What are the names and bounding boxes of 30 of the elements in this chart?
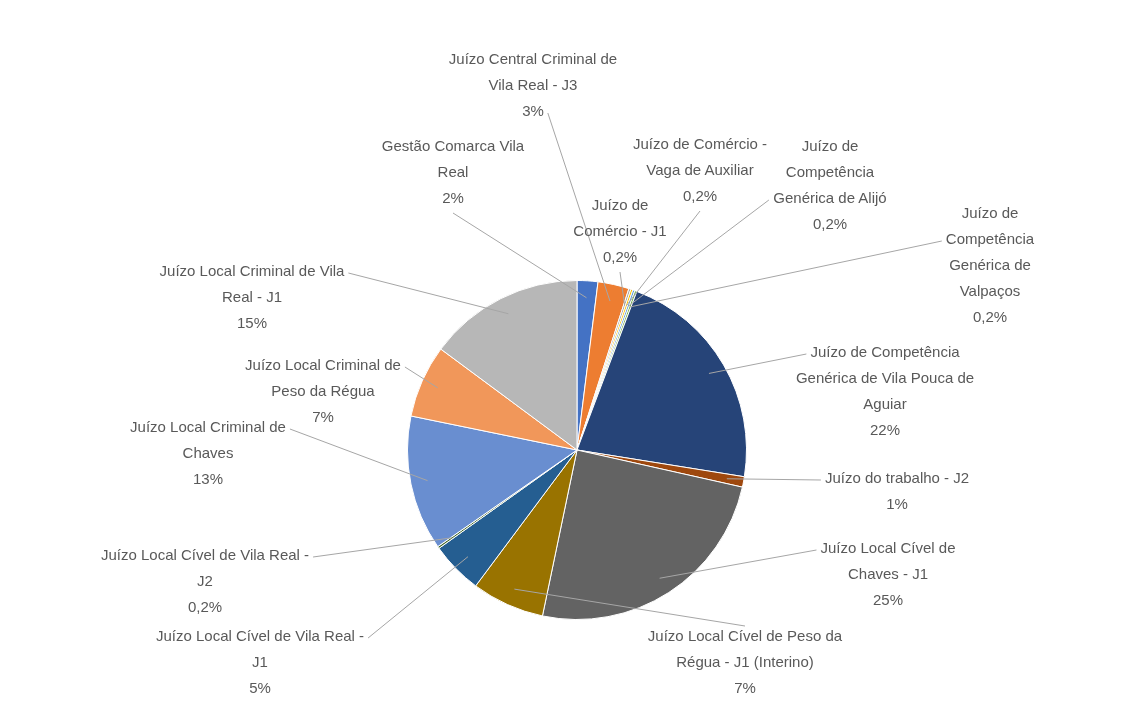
data-label: 0,2% [682,186,718,204]
data-label: 15% [236,313,268,331]
data-label: 7% [312,407,334,425]
slice-label: Juízo do trabalho - J2 [824,468,970,486]
slice-label: Juízo Local Cível de Vila Real - J2 [100,545,310,589]
slice-label: Juízo Local Cível de Chaves - J1 [820,538,956,582]
slice-label: Juízo Local Cível de Vila Real - J1 [155,626,365,670]
data-label: 0,2% [602,247,638,265]
data-label: 3% [522,101,544,119]
slice-label: Juízo de Competência Genérica de Alijó [773,136,887,206]
data-label: 0,2% [972,307,1008,325]
data-label: 5% [249,678,271,696]
data-label: 13% [192,469,224,487]
data-label: 2% [442,188,464,206]
slice-label: Juízo Local Cível de Peso da Régua - J1 (Interino) [647,626,843,670]
data-label: 0,2% [812,214,848,232]
data-label: 7% [734,678,756,696]
slice-label: Juízo Local Criminal de Vila Real - J1 [159,261,346,305]
slice-label: Juízo Central Criminal de Vila Real - J3 [448,49,618,93]
slice-label: Juízo Local Criminal de Chaves [130,417,286,461]
data-label: 1% [886,494,908,512]
slice-label: Juízo de Competência Genérica de Vila Pouca de Aguiar [795,342,975,412]
slice-label: Juízo de Competência Genérica de Valpaços [945,203,1035,299]
data-label: 22% [869,420,901,438]
data-label: 0,2% [187,597,223,615]
data-label: 25% [872,590,904,608]
slice-label: Juízo Local Criminal de Peso da Régua [245,355,401,399]
slice-label: Gestão Comarca Vila Real [381,136,525,180]
slice-label: Juízo de Comércio - Vaga de Auxiliar [632,134,768,178]
slice-label: Juízo de Comércio - J1 [573,195,667,239]
